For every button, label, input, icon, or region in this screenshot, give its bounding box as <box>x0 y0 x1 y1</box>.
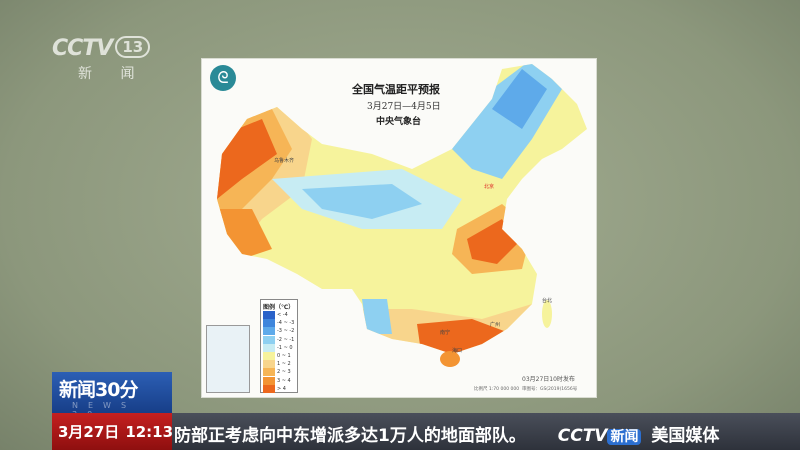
legend-swatch <box>263 352 275 361</box>
news-ticker: 防部正考虑向中东增派多达1万人的地面部队。 CCTV 新闻 美国媒体 <box>172 413 800 450</box>
channel-number: 13 <box>115 36 151 58</box>
city-label: 广州 <box>490 322 501 328</box>
legend-swatch <box>263 327 275 336</box>
legend-item: 1 ~ 2 <box>263 360 295 369</box>
forecast-map-board: ᘓ 全国气温距平预报 3月27日—4月5日 中央气象台 乌鲁木齐 北京 广州 海… <box>201 58 597 398</box>
channel-logo: CCTV 13 新 闻 <box>52 36 151 83</box>
map-legend: 图例（℃） < -4 -4 ~ -3 -3 ~ -2 -2 ~ -1 -1 ~ 0 0 ~… <box>260 299 298 393</box>
cctv-brand: CCTV <box>52 36 113 61</box>
legend-label: -2 ~ -1 <box>277 336 295 343</box>
cctv-news-brand: CCTV <box>557 426 608 446</box>
legend-label: 2 ~ 3 <box>277 369 291 376</box>
legend-swatch <box>263 311 275 320</box>
legend-label: 3 ~ 4 <box>277 377 291 384</box>
cctv-news-logo: CCTV 新闻 <box>558 426 642 446</box>
legend-swatch <box>263 335 275 344</box>
legend-item: > 4 <box>263 384 295 393</box>
legend-label: < -4 <box>277 312 288 319</box>
legend-item: 3 ~ 4 <box>263 376 295 385</box>
issued-time: 03月27日10时发布 <box>522 376 575 383</box>
legend-item: < -4 <box>263 311 295 320</box>
legend-title: 图例（℃） <box>263 304 295 311</box>
map-date-range: 3月27日—4月5日 <box>367 102 441 112</box>
scale-note: 比例尺 1:70 000 000 审图号：GS(2019)1656号 <box>474 386 577 392</box>
program-badge: 新闻30分 NEWS 30 <box>52 372 172 419</box>
city-label: 海口 <box>452 348 463 354</box>
ticker-date: 3月27日 <box>58 423 120 441</box>
ticker-next-headline: 美国媒体 <box>651 426 720 446</box>
map-scale: 比例尺 1:70 000 000 <box>474 387 520 392</box>
map-organization: 中央气象台 <box>376 117 422 127</box>
legend-label: > 4 <box>277 385 286 392</box>
program-name: 新闻30分 <box>59 379 138 401</box>
legend-item: 0 ~ 1 <box>263 352 295 361</box>
legend-label: -3 ~ -2 <box>277 328 295 335</box>
legend-item: 2 ~ 3 <box>263 368 295 377</box>
south-china-sea-inset <box>206 325 250 393</box>
map-approval-number: 审图号：GS(2019)1656号 <box>521 387 578 392</box>
legend-label: 1 ~ 2 <box>277 361 291 368</box>
legend-swatch <box>263 360 275 369</box>
cctv-news-label: 新闻 <box>607 429 642 445</box>
temperature-anomaly-map <box>217 64 587 367</box>
legend-swatch <box>263 368 275 377</box>
map-title: 全国气温距平预报 <box>352 83 440 96</box>
legend-label: 0 ~ 1 <box>277 353 291 360</box>
legend-swatch <box>263 376 275 385</box>
cma-emblem-icon: ᘓ <box>210 65 236 91</box>
legend-item: -4 ~ -3 <box>263 319 295 328</box>
ticker-headline: 防部正考虑向中东增派多达1万人的地面部队。 <box>174 426 526 446</box>
legend-item: -1 ~ 0 <box>263 343 295 352</box>
date-time-box: 3月27日 12:13 <box>52 413 174 450</box>
legend-item: -3 ~ -2 <box>263 327 295 336</box>
legend-label: -1 ~ 0 <box>277 344 293 351</box>
city-label: 台北 <box>542 298 553 304</box>
legend-label: -4 ~ -3 <box>277 320 295 327</box>
city-label: 乌鲁木齐 <box>274 158 295 164</box>
legend-item: -2 ~ -1 <box>263 335 295 344</box>
legend-swatch <box>263 384 275 393</box>
city-label: 南宁 <box>440 330 451 336</box>
legend-swatch <box>263 319 275 328</box>
city-label: 北京 <box>484 184 495 190</box>
ticker-time: 12:13 <box>125 423 174 441</box>
legend-swatch <box>263 343 275 352</box>
channel-subtitle: 新 闻 <box>78 66 147 82</box>
